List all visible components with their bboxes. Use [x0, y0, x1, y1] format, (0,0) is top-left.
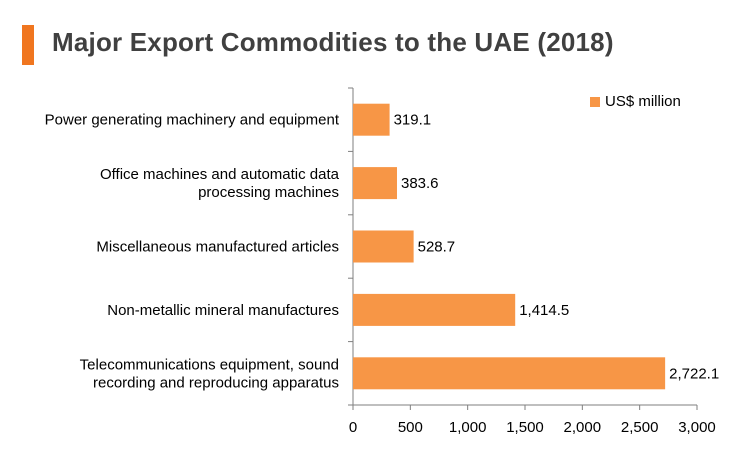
chart-title: Major Export Commodities to the UAE (201…: [52, 27, 614, 57]
category-label: recording and reproducing apparatus: [93, 374, 339, 391]
bar: [353, 293, 516, 326]
data-label: 2,722.1: [669, 365, 719, 382]
bar: [353, 230, 414, 263]
legend-swatch: [590, 96, 600, 107]
bar: [353, 167, 397, 200]
data-label: 1,414.5: [519, 302, 569, 319]
x-tick-label: 2,500: [621, 419, 659, 436]
category-label: Non-metallic mineral manufactures: [107, 302, 339, 319]
x-tick-label: 1,500: [506, 419, 544, 436]
data-label: 319.1: [394, 112, 432, 129]
category-label: processing machines: [198, 184, 339, 201]
category-label: Office machines and automatic data: [100, 166, 340, 183]
bar: [353, 103, 390, 136]
x-tick-label: 3,000: [678, 419, 716, 436]
x-tick-label: 0: [349, 419, 357, 436]
data-label: 383.6: [401, 175, 439, 192]
bar: [353, 357, 666, 390]
legend-label: US$ million: [605, 93, 681, 110]
data-label: 528.7: [418, 239, 456, 256]
x-tick-label: 2,000: [564, 419, 602, 436]
category-label: Miscellaneous manufactured articles: [96, 239, 339, 256]
category-label: Telecommunications equipment, sound: [80, 356, 339, 373]
legend: US$ million: [590, 93, 681, 110]
x-tick-label: 500: [398, 419, 423, 436]
title-accent-bar: [22, 25, 34, 65]
x-tick-label: 1,000: [449, 419, 487, 436]
category-label: Power generating machinery and equipment: [45, 112, 340, 129]
